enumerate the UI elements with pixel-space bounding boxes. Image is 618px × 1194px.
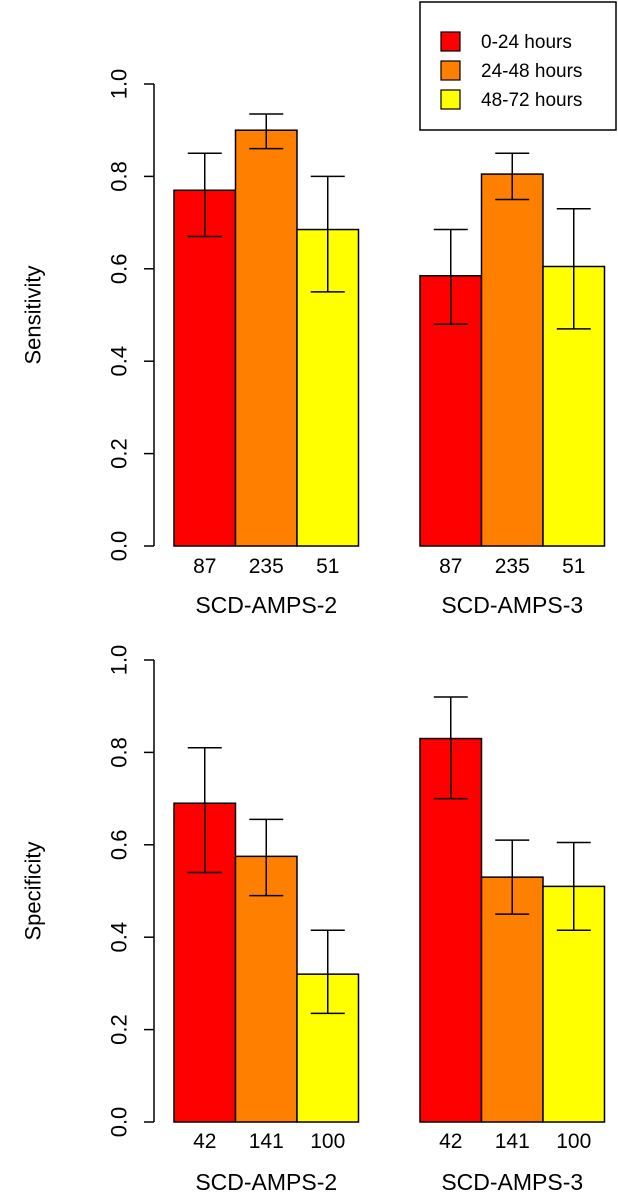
- y-axis-label: Sensitivity: [21, 265, 46, 364]
- group-label: SCD-AMPS-2: [195, 592, 337, 618]
- y-tick-label: 0.6: [107, 830, 132, 861]
- legend-label: 24-48 hours: [481, 61, 582, 82]
- bar-count-label: 235: [249, 555, 284, 578]
- bar-count-label: 87: [193, 555, 216, 578]
- y-tick-label: 0.2: [107, 1014, 132, 1045]
- bar-count-label: 141: [495, 1130, 530, 1153]
- bar: [480, 173, 544, 547]
- bar: [480, 876, 544, 1123]
- y-tick-label: 0.4: [107, 346, 132, 377]
- y-tick-label: 0.0: [107, 531, 132, 562]
- bar-count-label: 235: [495, 555, 530, 578]
- bar-count-label: 141: [249, 1130, 284, 1153]
- bar-count-label: 51: [562, 555, 585, 578]
- group-label: SCD-AMPS-3: [441, 592, 583, 618]
- bar: [234, 855, 298, 1123]
- y-axis-label: Specificity: [21, 841, 46, 940]
- group-label: SCD-AMPS-2: [195, 1169, 337, 1194]
- bar-count-label: 100: [310, 1130, 345, 1153]
- bar: [173, 189, 237, 547]
- y-tick-label: 1.0: [107, 69, 132, 100]
- bar-count-label: 42: [439, 1130, 462, 1153]
- bar: [234, 129, 298, 547]
- y-tick-label: 0.8: [107, 737, 132, 768]
- y-tick-label: 0.2: [107, 438, 132, 469]
- legend-swatch: [440, 31, 461, 52]
- group-label: SCD-AMPS-3: [441, 1169, 583, 1194]
- bar-count-label: 42: [193, 1130, 216, 1153]
- legend: 0-24 hours 24-48 hours 48-72 hours: [419, 1, 617, 131]
- legend-label: 0-24 hours: [481, 32, 572, 53]
- y-tick-label: 0.0: [107, 1107, 132, 1138]
- y-tick-label: 1.0: [107, 645, 132, 676]
- bar-count-label: 87: [439, 555, 462, 578]
- bar-count-label: 51: [316, 555, 339, 578]
- legend-label: 48-72 hours: [481, 90, 582, 111]
- y-tick-label: 0.6: [107, 254, 132, 285]
- y-tick-label: 0.4: [107, 922, 132, 953]
- bar-count-label: 100: [556, 1130, 591, 1153]
- legend-swatch: [440, 89, 461, 110]
- legend-swatch: [440, 60, 461, 81]
- panel-specificity: 0.0 0.2 0.4 0.6 0.8 1.0 Specificity 42 141 100 SCD…: [21, 645, 606, 1194]
- panel-sensitivity: 0.0 0.2 0.4 0.6 0.8 1.0 Sensitivity 87 235 51 SCD-…: [21, 69, 606, 618]
- y-tick-label: 0.8: [107, 161, 132, 192]
- bar: [419, 737, 483, 1123]
